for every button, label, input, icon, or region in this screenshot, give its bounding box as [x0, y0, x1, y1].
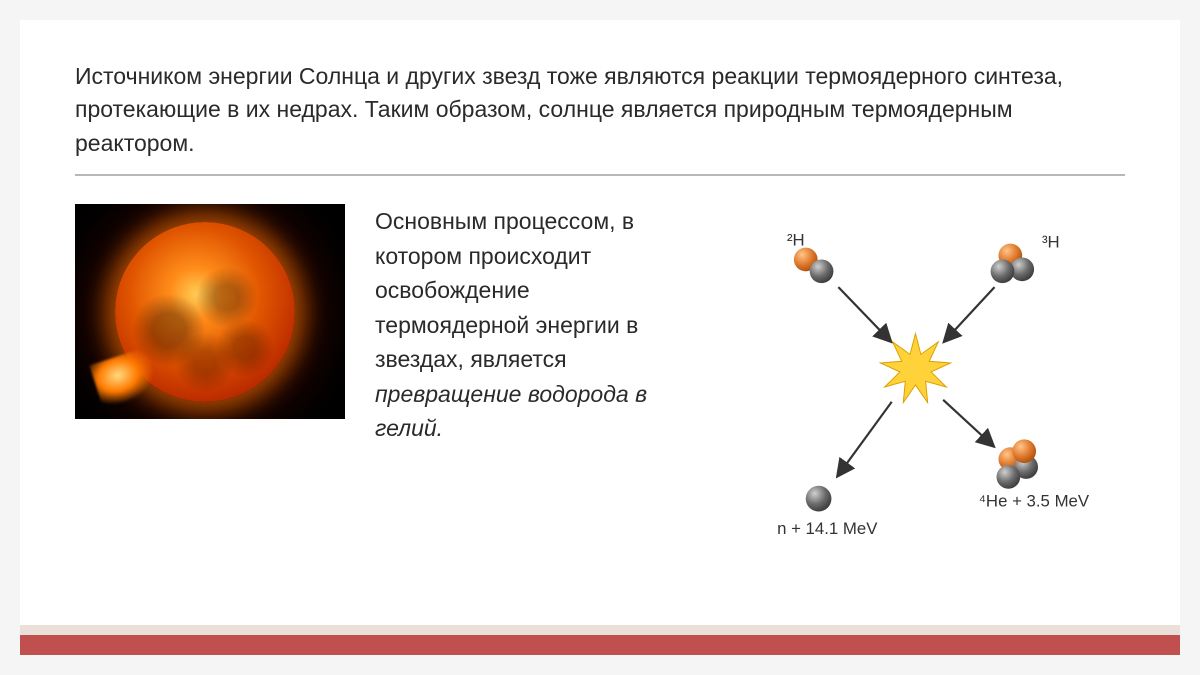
mid-paragraph: Основным процессом, в котором происходит… — [375, 204, 670, 564]
slide: Источником энергии Солнца и других звезд… — [20, 20, 1180, 655]
deuterium-nucleus — [794, 248, 834, 284]
free-neutron — [806, 486, 832, 512]
neutron-label: n + 14.1 MeV — [777, 519, 878, 538]
helium4-nucleus — [997, 439, 1039, 488]
fusion-star-icon — [880, 334, 950, 403]
mid-text-plain: Основным процессом, в котором происходит… — [375, 208, 638, 372]
tritium-nucleus — [991, 244, 1034, 284]
fusion-diagram: ²H ³H — [700, 204, 1125, 564]
intro-paragraph: Источником энергии Солнца и других звезд… — [75, 60, 1125, 176]
deuterium-label: ²H — [787, 231, 805, 250]
helium4-label: ⁴He + 3.5 MeV — [979, 492, 1090, 511]
footer-bar — [20, 625, 1180, 655]
sun-image — [75, 204, 345, 419]
tritium-label: ³H — [1042, 233, 1060, 252]
content-row: Основным процессом, в котором происходит… — [75, 204, 1125, 564]
mid-text-emphasis: превращение водорода в гелий. — [375, 381, 647, 442]
